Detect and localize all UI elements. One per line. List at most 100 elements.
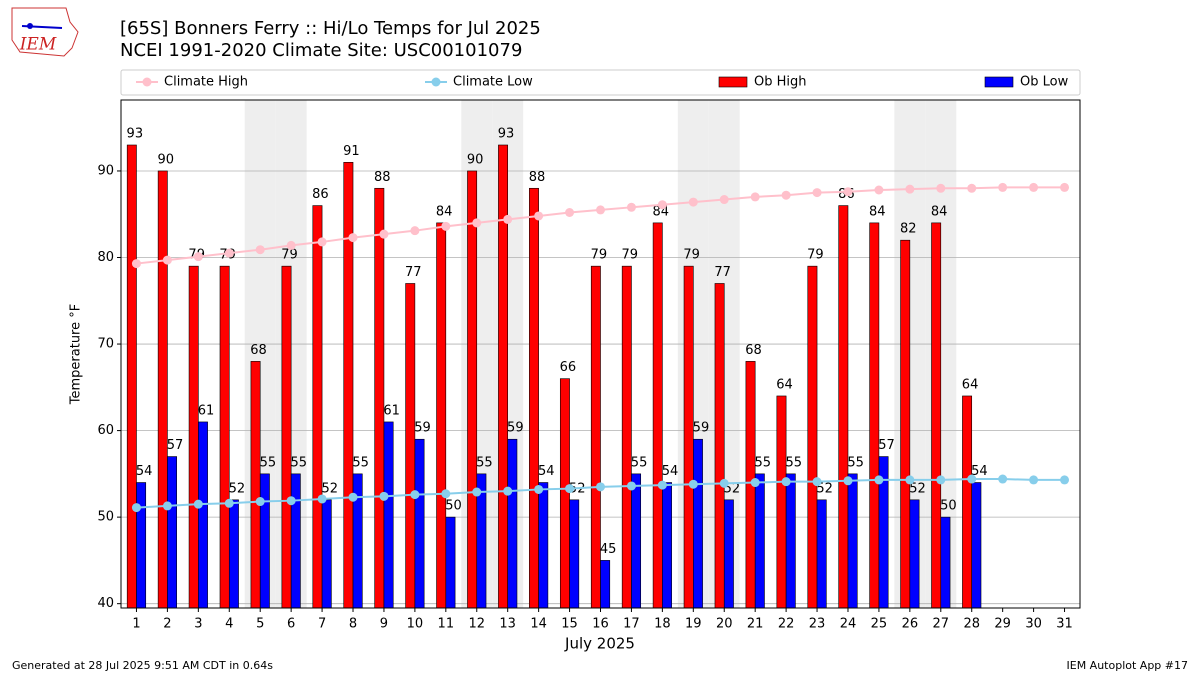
bar-value-label: 79 xyxy=(807,248,824,263)
climate-point xyxy=(905,184,915,194)
climate-point xyxy=(874,185,884,195)
x-tick-label: 7 xyxy=(318,617,326,632)
bar-value-label: 68 xyxy=(745,343,762,358)
bar xyxy=(662,482,672,609)
bar xyxy=(445,516,456,609)
climate-point xyxy=(224,248,234,258)
climate-point xyxy=(874,475,884,485)
climate-point xyxy=(472,487,482,497)
bar xyxy=(405,283,416,609)
climate-point xyxy=(534,211,544,221)
y-tick-label: 80 xyxy=(97,250,114,265)
bar xyxy=(219,265,230,609)
bar-value-label: 55 xyxy=(476,455,493,470)
bar xyxy=(126,144,137,609)
x-tick-label: 22 xyxy=(778,617,795,632)
bar xyxy=(507,438,518,609)
climate-point xyxy=(317,494,327,504)
climate-point xyxy=(967,183,977,193)
y-tick-label: 70 xyxy=(97,337,114,352)
x-tick-label: 9 xyxy=(380,617,388,632)
x-tick-label: 31 xyxy=(1056,617,1073,632)
bar xyxy=(374,187,385,609)
bar-value-label: 77 xyxy=(405,265,422,280)
climate-point xyxy=(255,497,265,507)
climate-point xyxy=(905,475,915,485)
climate-point xyxy=(503,214,513,224)
bar-value-label: 84 xyxy=(869,204,886,219)
climate-point xyxy=(1060,182,1070,192)
y-tick-label: 40 xyxy=(97,596,114,611)
chart-subtitle: NCEI 1991-2020 Climate Site: USC00101079 xyxy=(120,40,522,61)
climate-point xyxy=(998,474,1008,484)
x-tick-label: 13 xyxy=(499,617,516,632)
bar xyxy=(436,222,447,609)
x-tick-label: 18 xyxy=(654,617,671,632)
x-tick-label: 1 xyxy=(132,617,140,632)
bar xyxy=(188,265,199,609)
bar xyxy=(900,239,911,609)
bar xyxy=(869,222,880,609)
x-tick-label: 19 xyxy=(685,617,702,632)
legend-label: Ob High xyxy=(754,75,807,90)
bar xyxy=(807,265,818,609)
x-tick-label: 3 xyxy=(194,617,202,632)
bar xyxy=(847,473,858,609)
legend-marker xyxy=(142,77,152,87)
climate-point xyxy=(348,492,358,502)
bar xyxy=(529,187,539,609)
bar-value-label: 61 xyxy=(198,403,215,418)
climate-point xyxy=(967,474,977,484)
climate-point xyxy=(626,202,636,212)
bar xyxy=(321,499,332,609)
climate-point xyxy=(657,480,667,490)
bar-value-label: 57 xyxy=(878,438,895,453)
climate-point xyxy=(162,255,172,265)
bar-value-label: 91 xyxy=(343,144,360,159)
bar-value-label: 84 xyxy=(436,204,453,219)
climate-point xyxy=(812,477,822,487)
bar xyxy=(569,499,580,609)
x-tick-label: 27 xyxy=(933,617,950,632)
climate-point xyxy=(688,479,698,489)
bar-value-label: 82 xyxy=(900,222,917,237)
climate-point xyxy=(441,221,451,231)
climate-point xyxy=(379,491,389,501)
bar xyxy=(776,395,787,609)
climate-point xyxy=(286,496,296,506)
x-tick-label: 2 xyxy=(163,617,171,632)
bar xyxy=(785,473,796,609)
climate-point xyxy=(472,218,482,228)
bar xyxy=(816,499,827,609)
bar-value-label: 61 xyxy=(383,403,400,418)
legend-box xyxy=(120,69,1081,96)
climate-point xyxy=(534,484,544,494)
bar-value-label: 59 xyxy=(693,421,710,436)
bar xyxy=(198,421,208,609)
bar-value-label: 55 xyxy=(352,455,369,470)
climate-point xyxy=(379,229,389,239)
climate-point xyxy=(317,237,327,247)
climate-point xyxy=(441,489,451,499)
bar-value-label: 50 xyxy=(940,499,957,514)
climate-point xyxy=(998,182,1008,192)
x-tick-label: 20 xyxy=(716,617,733,632)
x-axis-label: July 2025 xyxy=(564,635,635,653)
x-tick-label: 6 xyxy=(287,617,295,632)
bar xyxy=(383,421,394,609)
bar xyxy=(600,560,611,609)
climate-point xyxy=(781,190,791,200)
bar xyxy=(652,222,663,609)
bar xyxy=(290,473,301,609)
plot-frame xyxy=(120,99,1081,609)
bar-value-label: 54 xyxy=(662,464,679,479)
x-tick-label: 10 xyxy=(407,617,424,632)
bar xyxy=(228,499,239,609)
bar-value-label: 79 xyxy=(591,248,608,263)
bar xyxy=(281,265,292,609)
climate-point xyxy=(131,259,141,269)
x-tick-label: 23 xyxy=(809,617,826,632)
bar-value-label: 79 xyxy=(281,248,298,263)
legend-label: Climate High xyxy=(164,75,248,90)
